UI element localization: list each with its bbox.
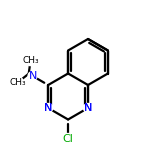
Circle shape xyxy=(84,103,93,112)
Text: CH₃: CH₃ xyxy=(22,56,39,65)
Text: Cl: Cl xyxy=(63,135,74,144)
Text: N: N xyxy=(84,103,92,113)
Circle shape xyxy=(25,55,36,66)
Text: N: N xyxy=(84,103,92,113)
Text: N: N xyxy=(44,103,52,113)
Text: N: N xyxy=(28,71,37,81)
Text: CH₃: CH₃ xyxy=(10,78,26,87)
Text: N: N xyxy=(44,103,52,113)
Circle shape xyxy=(28,72,37,81)
Circle shape xyxy=(44,103,53,112)
Circle shape xyxy=(12,77,23,88)
Circle shape xyxy=(62,134,74,146)
